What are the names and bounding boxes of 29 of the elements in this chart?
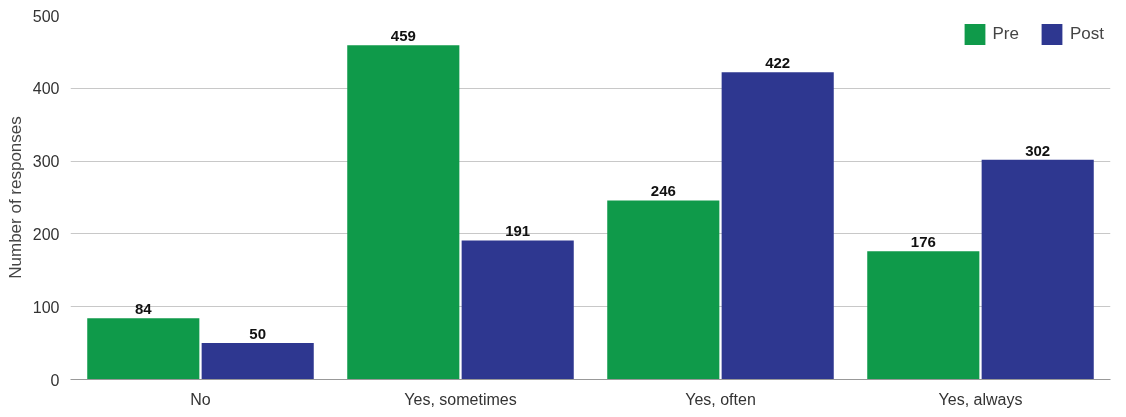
bar xyxy=(87,318,200,380)
y-axis-title: Number of responses xyxy=(5,116,25,279)
data-label: 191 xyxy=(505,222,531,240)
bar xyxy=(721,72,834,380)
bar xyxy=(461,240,574,380)
data-label: 459 xyxy=(390,27,416,45)
y-tick-label: 400 xyxy=(32,80,60,98)
legend-label: Pre xyxy=(992,24,1019,44)
bar xyxy=(867,251,980,380)
x-tick-label: Yes, often xyxy=(685,390,756,408)
y-tick-label: 300 xyxy=(32,153,60,171)
y-tick-label: 0 xyxy=(50,371,60,389)
bar xyxy=(607,200,720,380)
data-label: 50 xyxy=(249,325,267,343)
legend-label: Post xyxy=(1069,24,1104,44)
bar xyxy=(347,45,460,380)
x-tick-label: No xyxy=(190,390,211,408)
data-label: 422 xyxy=(765,54,791,72)
x-tick-label: Yes, always xyxy=(938,390,1023,408)
data-label: 176 xyxy=(910,233,936,251)
data-label: 246 xyxy=(650,182,676,200)
bar xyxy=(981,159,1094,380)
bar xyxy=(201,343,314,380)
data-label: 84 xyxy=(134,300,153,318)
y-tick-label: 500 xyxy=(32,7,60,25)
x-tick-label: Yes, sometimes xyxy=(404,390,517,408)
y-tick-label: 200 xyxy=(32,225,60,243)
y-tick-label: 100 xyxy=(32,298,60,316)
data-label: 302 xyxy=(1025,141,1051,159)
